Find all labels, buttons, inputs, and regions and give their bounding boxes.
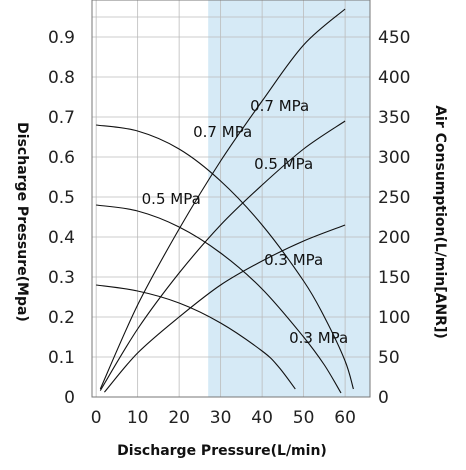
air-curve-05 [99, 120, 346, 391]
right-tick-label: 100 [378, 308, 410, 328]
x-tick-label: 10 [127, 408, 149, 428]
pressure-curve-05 [96, 204, 342, 394]
right-tick-label: 400 [378, 68, 410, 88]
left-tick-label: 0.7 [48, 108, 75, 128]
x-tick-label: 60 [334, 408, 356, 428]
right-tick-label: 450 [378, 28, 410, 48]
left-tick-label: 0.2 [48, 308, 75, 328]
highlight-region [208, 0, 370, 397]
curves [96, 8, 354, 394]
curve-label: 0.5 MPa [254, 155, 313, 173]
x-tick-labels: 0 10 20 30 40 50 60 [91, 408, 356, 428]
left-tick-label: 0.6 [48, 148, 75, 168]
left-tick-label: 0.1 [48, 348, 75, 368]
x-axis-title: Discharge Pressure(L/min) [117, 443, 327, 459]
right-tick-label: 200 [378, 228, 410, 248]
curve-label: 0.3 MPa [289, 329, 348, 347]
air-curve-03 [103, 224, 346, 393]
curve-label: 0.7 MPa [193, 123, 252, 141]
x-tick-label: 20 [168, 408, 190, 428]
pressure-curve-07 [96, 124, 354, 390]
right-tick-label: 150 [378, 268, 410, 288]
curve-label: 0.7 MPa [250, 97, 309, 115]
air-curve-07 [99, 8, 346, 390]
right-tick-label: 0 [378, 388, 389, 408]
plot-frame [91, 0, 371, 398]
curve-label: 0.3 MPa [264, 251, 323, 269]
left-tick-labels: 0 0.1 0.2 0.3 0.4 0.5 0.6 0.7 0.8 0.9 [48, 28, 75, 408]
right-tick-label: 300 [378, 148, 410, 168]
x-tick-label: 40 [251, 408, 273, 428]
left-tick-label: 0.3 [48, 268, 75, 288]
left-tick-label: 0.5 [48, 188, 75, 208]
left-tick-label: 0 [64, 388, 75, 408]
right-tick-label: 50 [378, 348, 400, 368]
right-tick-label: 350 [378, 108, 410, 128]
right-tick-label: 250 [378, 188, 410, 208]
pressure-curve-03 [96, 284, 296, 390]
left-tick-label: 0.8 [48, 68, 75, 88]
x-tick-label: 30 [210, 408, 232, 428]
curve-label: 0.5 MPa [142, 190, 201, 208]
x-tick-label: 50 [293, 408, 315, 428]
right-axis-title: Air Consumption(L/min[ANR]) [432, 105, 448, 339]
left-axis-title: Discharge Pressure(Mpa) [14, 122, 30, 322]
x-tick-label: 0 [91, 408, 102, 428]
right-tick-labels: 0 50 100 150 200 250 300 350 400 450 [378, 28, 410, 408]
left-tick-label: 0.9 [48, 28, 75, 48]
left-tick-label: 0.4 [48, 228, 75, 248]
